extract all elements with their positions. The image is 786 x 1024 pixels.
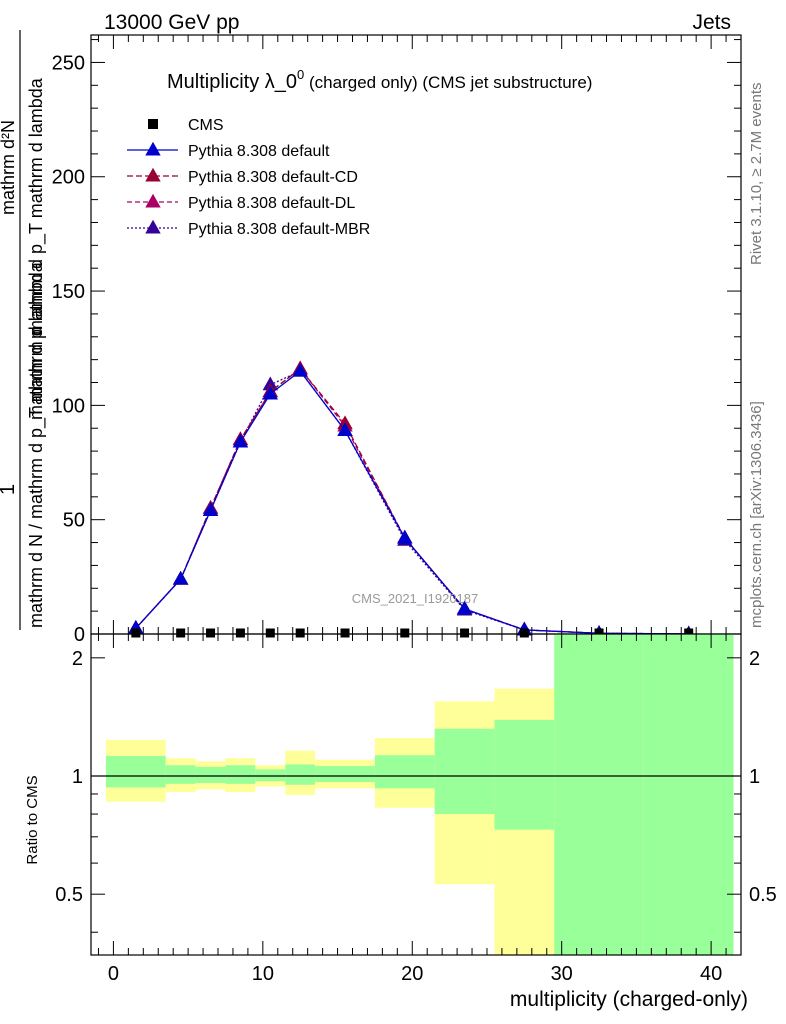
main-y-label: mathrm d N / mathrm d p_T mathrm d lambd… <box>0 30 47 630</box>
ratio-inner-band <box>195 766 226 783</box>
ratio-inner-band <box>374 755 435 789</box>
ratio-y-tick-label-right: 1 <box>749 766 760 788</box>
cms-data-point <box>340 628 350 638</box>
cms-data-point <box>176 628 186 638</box>
series-marker-default <box>262 385 279 400</box>
y-tick-label: 0 <box>74 624 85 646</box>
cms-data-point <box>265 628 275 638</box>
ratio-y-tick-label-right: 0.5 <box>749 884 777 906</box>
cms-data-point <box>519 628 529 638</box>
cms-data-point <box>460 628 470 638</box>
cms-data-point <box>684 628 694 638</box>
plot-title-main: Multiplicity λ_0 <box>167 71 297 93</box>
ratio-inner-band <box>434 728 495 815</box>
x-tick-label: 0 <box>108 963 119 985</box>
ratio-inner-band <box>494 719 555 830</box>
ratio-inner-band <box>315 766 375 783</box>
cms-data-point <box>131 628 141 638</box>
y-label-numerator: mathrm d²N <box>0 120 18 215</box>
analysis-watermark: CMS_2021_I1920187 <box>352 591 479 606</box>
legend-label-cms: CMS <box>188 117 224 134</box>
y-label-mid: mathrm d p_T mathrm d lambda <box>26 77 47 335</box>
legend-marker-default <box>145 141 161 156</box>
legend-label-dl: Pythia 8.308 default-DL <box>188 195 355 212</box>
legend-label-default: Pythia 8.308 default <box>188 143 330 160</box>
series-marker-default <box>337 422 353 437</box>
header-jets: Jets <box>692 11 731 34</box>
cms-data-point <box>235 628 245 638</box>
y-tick-label: 200 <box>52 167 85 189</box>
legend: CMS Pythia 8.308 default Pythia 8.308 defa… <box>127 117 370 238</box>
y-tick-label: 100 <box>52 395 85 417</box>
x-tick-label: 20 <box>401 963 423 985</box>
y-label-denominator-2: mathrm d p <box>26 329 46 420</box>
plot-title-rest: (charged only) (CMS jet substructure) <box>304 73 592 92</box>
ratio-y-label: Ratio to CMS <box>24 775 41 864</box>
ratio-inner-band <box>105 755 166 788</box>
y-label-denominator: mathrm d N / mathrm d p_T mathrm d lambd… <box>26 261 47 628</box>
ratio-inner-band <box>255 769 286 782</box>
x-tick-label: 40 <box>700 963 722 985</box>
x-axis-label: multiplicity (charged-only) <box>510 988 748 1011</box>
y-tick-label: 150 <box>52 281 85 303</box>
ratio-y-tick-label: 0.5 <box>55 884 83 906</box>
y-tick-label: 50 <box>63 510 85 532</box>
ratio-y-tick-label: 1 <box>72 766 83 788</box>
series-marker-default <box>397 529 413 544</box>
mcplots-label: mcplots.cern.ch [arXiv:1306.3436] <box>748 401 765 628</box>
ratio-y-tick-label-right: 2 <box>749 648 760 670</box>
plot-title: Multiplicity λ_00 (charged only) (CMS je… <box>167 67 592 93</box>
plot-title-sup: 0 <box>297 67 304 82</box>
ratio-inner-band <box>285 764 316 785</box>
y-label-one: 1 <box>0 484 19 495</box>
x-tick-label: 30 <box>551 963 573 985</box>
ratio-inner-band <box>165 765 196 784</box>
x-tick-label: 10 <box>252 963 274 985</box>
ratio-inner-band <box>225 765 256 784</box>
cms-data-point <box>594 628 604 638</box>
ratio-inner-band <box>643 634 734 955</box>
cms-data-point <box>206 628 216 638</box>
legend-label-cd: Pythia 8.308 default-CD <box>188 169 358 186</box>
header-energy: 13000 GeV pp <box>104 11 239 34</box>
legend-marker-cd <box>145 167 161 182</box>
y-tick-label: 250 <box>52 52 85 74</box>
series-marker-default <box>292 362 308 377</box>
series-marker-default <box>232 433 249 448</box>
cms-data-point <box>295 628 305 638</box>
series-line-default <box>135 370 689 635</box>
series-marker-default <box>456 600 473 615</box>
legend-marker-mbr <box>145 219 161 234</box>
series-marker-default <box>202 502 219 517</box>
ratio-panel: 0 10 20 30 40 0.5 0.5 1 1 2 2 <box>55 633 777 985</box>
legend-marker-cms <box>148 119 158 129</box>
cms-data-point <box>400 628 410 638</box>
legend-label-mbr: Pythia 8.308 default-MBR <box>188 221 370 238</box>
ratio-inner-band <box>554 634 644 955</box>
rivet-version-label: Rivet 3.1.10, ≥ 2.7M events <box>748 83 765 266</box>
legend-marker-dl <box>145 193 161 208</box>
ratio-y-tick-label: 2 <box>72 648 83 670</box>
ratio-frame <box>90 633 742 956</box>
series-marker-default <box>172 570 189 585</box>
